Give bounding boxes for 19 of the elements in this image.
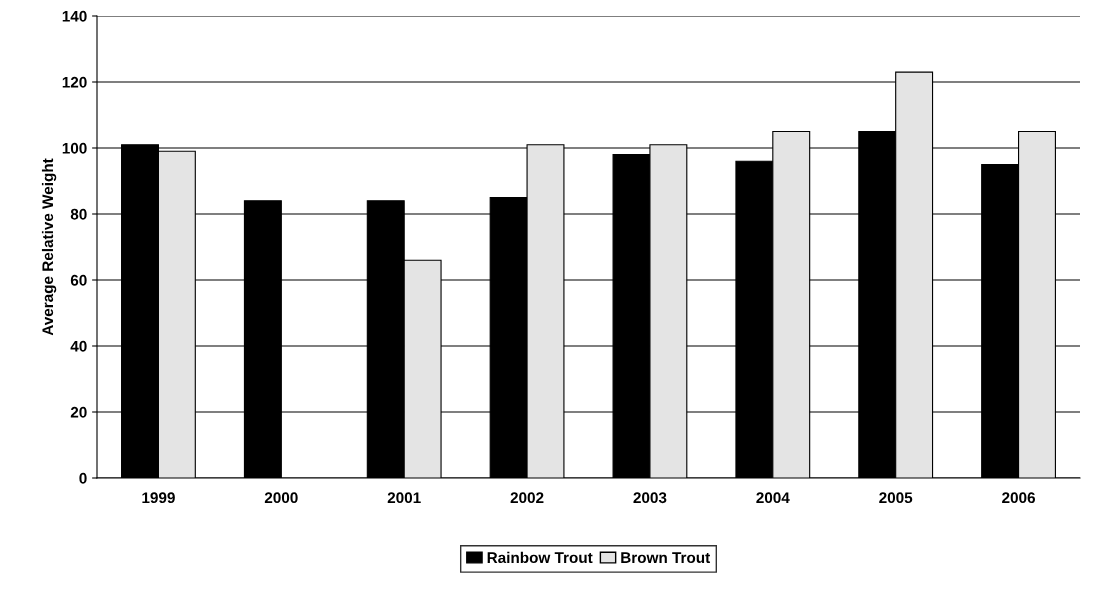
x-tick-label: 2000	[264, 492, 298, 504]
y-tick-label: 120	[62, 76, 87, 88]
x-tick-label: 2003	[633, 492, 667, 504]
x-tick-label: 1999	[142, 492, 175, 504]
y-tick-label: 60	[70, 274, 87, 286]
x-tick-label: 2001	[387, 492, 421, 504]
y-tick-label: 140	[62, 10, 87, 22]
y-tick-label: 100	[62, 142, 87, 154]
y-axis-title: Average Relative Weight	[41, 158, 57, 336]
x-tick-label: 2006	[1002, 492, 1036, 504]
legend-label: Rainbow Trout	[487, 551, 593, 564]
y-tick-label: 20	[70, 406, 87, 418]
y-tick-label: 40	[70, 340, 87, 352]
legend-label: Brown Trout	[621, 552, 711, 564]
x-tick-label: 2004	[756, 492, 790, 504]
x-tick-label: 2005	[879, 492, 913, 504]
x-tick-label: 2002	[510, 492, 544, 504]
y-tick-label: 0	[79, 472, 87, 484]
y-tick-label: 80	[70, 208, 87, 220]
